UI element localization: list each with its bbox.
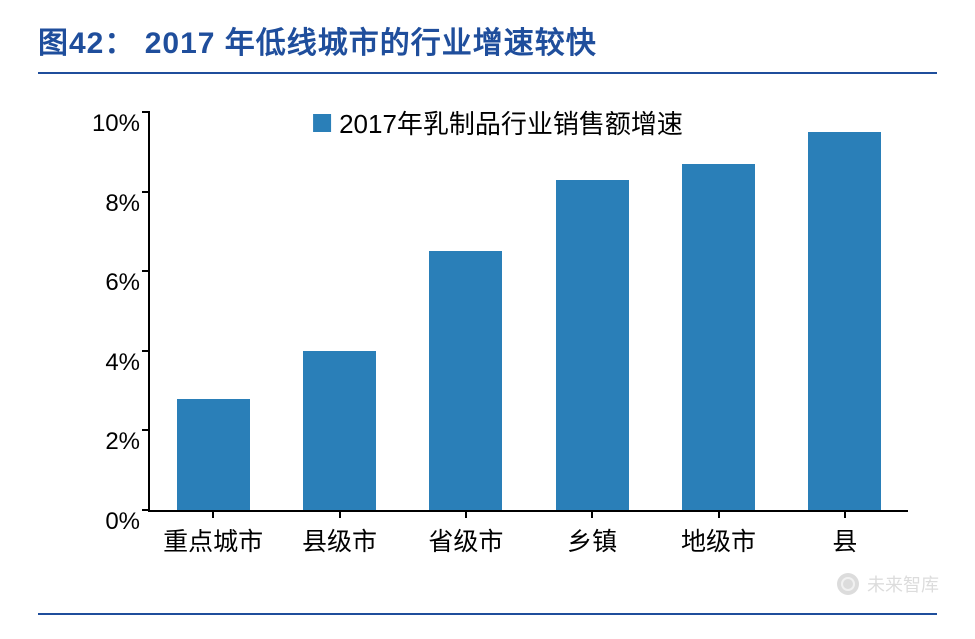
legend-swatch: [313, 114, 331, 132]
x-axis-tick-label: 县级市: [302, 522, 377, 558]
x-axis-tick-label: 乡镇: [567, 522, 617, 558]
x-axis-tick-mark: [465, 510, 467, 518]
figure-title: 图42： 2017 年低线城市的行业增速较快: [38, 27, 597, 60]
x-axis-tick-label: 县: [832, 522, 857, 558]
x-axis-tick-mark: [844, 510, 846, 518]
y-axis-tick-mark: [142, 191, 150, 193]
plot-region: 0%2%4%6%8%10%重点城市县级市省级市乡镇地级市县: [148, 112, 908, 512]
bar: [303, 351, 376, 510]
y-axis-tick-label: 6%: [105, 269, 150, 297]
y-axis-tick-mark: [142, 509, 150, 511]
bar: [429, 251, 502, 510]
y-axis-tick-label: 0%: [105, 508, 150, 536]
x-axis-tick-label: 重点城市: [163, 522, 263, 558]
bar: [808, 132, 881, 510]
bar: [682, 164, 755, 510]
y-axis-tick-label: 10%: [92, 110, 150, 138]
x-axis-tick-label: 省级市: [428, 522, 503, 558]
y-axis-tick-mark: [142, 111, 150, 113]
legend-label: 2017年乳制品行业销售额增速: [339, 104, 683, 141]
x-axis-tick-mark: [718, 510, 720, 518]
watermark-text: 未来智库: [867, 571, 939, 597]
wechat-icon: [837, 573, 859, 595]
bottom-rule: [38, 613, 937, 615]
legend: 2017年乳制品行业销售额增速: [313, 104, 683, 141]
bar: [177, 399, 250, 510]
x-axis-tick-mark: [212, 510, 214, 518]
y-axis-tick-mark: [142, 429, 150, 431]
y-axis-tick-label: 2%: [105, 428, 150, 456]
figure-container: 图42： 2017 年低线城市的行业增速较快 2017年乳制品行业销售额增速 0…: [0, 0, 975, 639]
y-axis-tick-label: 4%: [105, 349, 150, 377]
x-axis-tick-mark: [339, 510, 341, 518]
y-axis-tick-mark: [142, 350, 150, 352]
watermark: 未来智库: [837, 571, 939, 597]
y-axis-tick-label: 8%: [105, 190, 150, 218]
x-axis-tick-mark: [591, 510, 593, 518]
y-axis-tick-mark: [142, 270, 150, 272]
bar: [556, 180, 629, 510]
chart-area: 2017年乳制品行业销售额增速 0%2%4%6%8%10%重点城市县级市省级市乡…: [68, 102, 928, 572]
title-row: 图42： 2017 年低线城市的行业增速较快: [38, 14, 937, 74]
x-axis-tick-label: 地级市: [681, 522, 756, 558]
